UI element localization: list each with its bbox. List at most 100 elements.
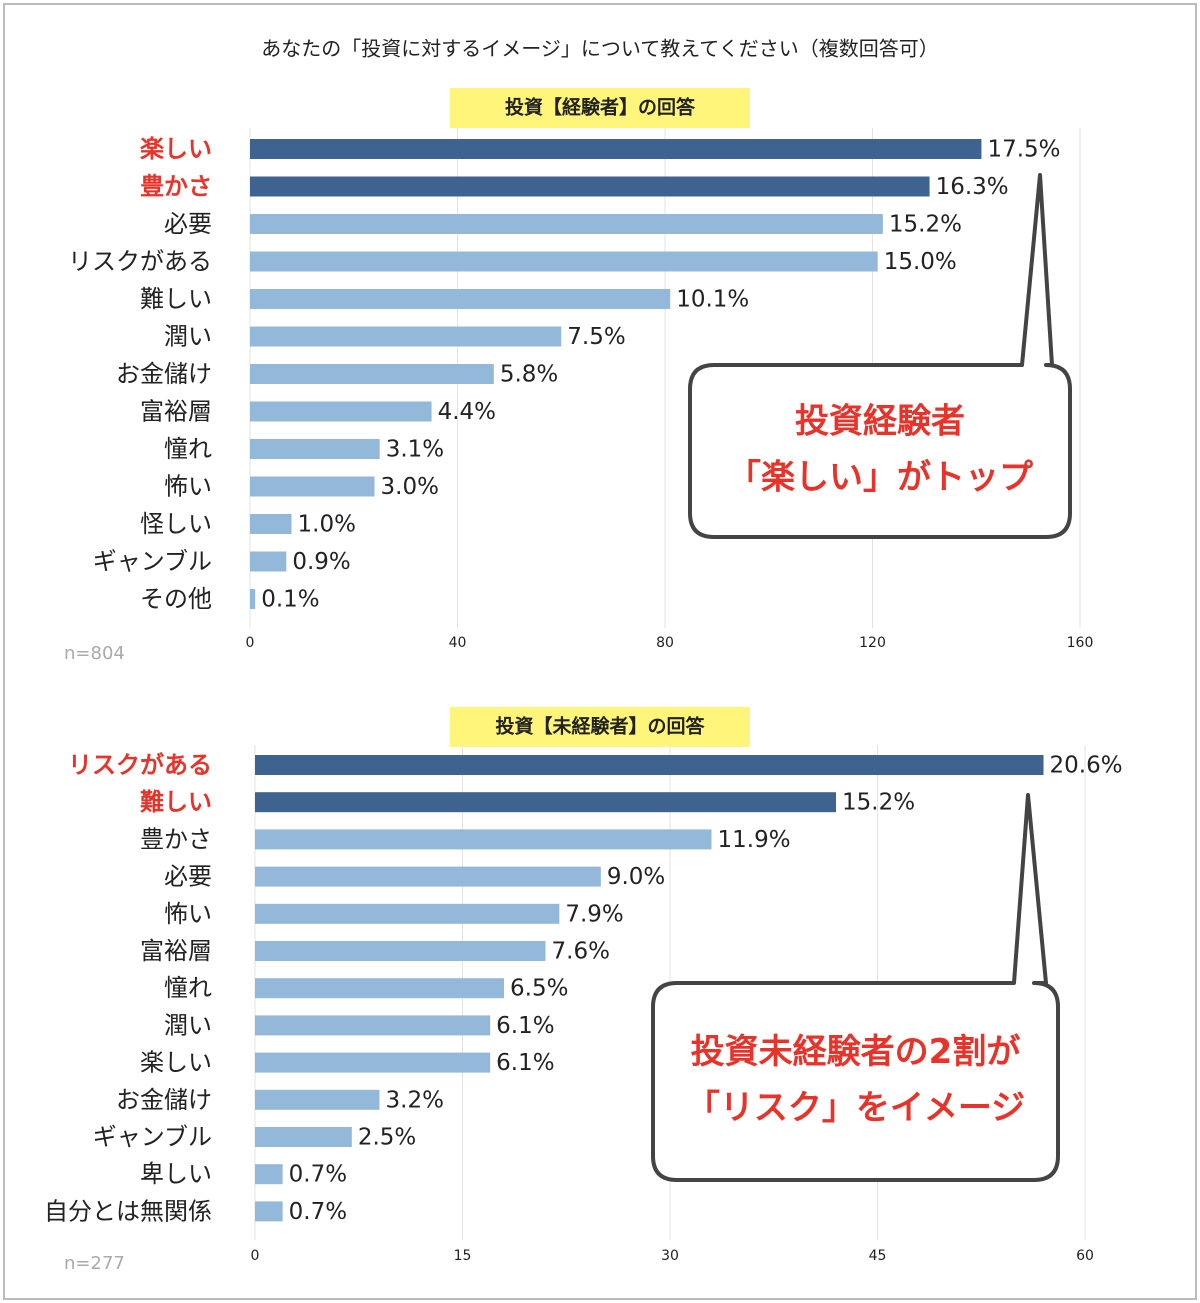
category-label: 楽しい <box>140 135 212 163</box>
value-label: 7.5% <box>567 324 625 350</box>
category-label: 怪しい <box>140 510 212 538</box>
value-label: 0.7% <box>289 1162 347 1188</box>
callout-text: 「リスク」をイメージ <box>686 1088 1025 1128</box>
bar <box>250 289 671 309</box>
sample-note: n=277 <box>64 1253 125 1274</box>
callout-text: 投資経験者 <box>795 402 965 442</box>
value-label: 2.5% <box>358 1125 416 1151</box>
value-label: 1.0% <box>298 512 356 538</box>
category-label: 富裕層 <box>140 398 212 426</box>
bar <box>250 589 256 609</box>
bar <box>255 978 504 999</box>
category-label: 豊かさ <box>140 825 212 853</box>
value-label: 16.3% <box>936 174 1009 200</box>
category-label: リスクがある <box>68 751 212 779</box>
chart-title-bg <box>450 707 750 747</box>
bar <box>255 866 601 887</box>
bar <box>255 1089 380 1110</box>
callout <box>688 173 1072 539</box>
bar <box>250 326 562 347</box>
bar <box>255 903 560 924</box>
bar <box>255 1127 352 1147</box>
bar <box>250 364 494 384</box>
category-label: 卑しい <box>140 1160 212 1188</box>
bar <box>250 551 287 572</box>
bar <box>255 829 712 850</box>
callout <box>651 793 1060 1182</box>
value-label: 3.0% <box>381 474 439 500</box>
value-label: 6.1% <box>496 1013 554 1039</box>
x-tick-label: 60 <box>1076 1248 1094 1264</box>
bar <box>250 514 292 534</box>
bar <box>255 1201 283 1222</box>
x-tick-label: 15 <box>454 1248 472 1264</box>
value-label: 15.2% <box>842 790 915 816</box>
bar <box>250 251 878 272</box>
category-label: 豊かさ <box>140 173 212 201</box>
main-title: あなたの「投資に対するイメージ」について教えてください（複数回答可） <box>261 37 938 61</box>
x-tick-label: 40 <box>449 635 467 651</box>
chart-title-bg <box>450 88 750 128</box>
category-label: 潤い <box>164 323 212 351</box>
category-label: 怖い <box>164 473 212 501</box>
callout-text: 「楽しい」がトップ <box>727 458 1033 498</box>
value-label: 20.6% <box>1050 753 1123 779</box>
category-label: リスクがある <box>68 248 212 276</box>
x-tick-label: 0 <box>251 1248 260 1264</box>
category-label: 自分とは無関係 <box>44 1197 212 1225</box>
category-label: 怖い <box>164 900 212 928</box>
category-label: その他 <box>140 585 212 613</box>
value-label: 15.0% <box>884 249 957 275</box>
callout-text: 投資未経験者の2割が <box>691 1032 1021 1072</box>
value-label: 5.8% <box>500 362 558 388</box>
bar <box>255 1052 491 1073</box>
bar <box>255 1164 283 1185</box>
bar <box>250 439 380 459</box>
category-label: 憧れ <box>164 974 212 1002</box>
category-label: お金儲け <box>116 1086 212 1114</box>
bar <box>250 139 982 159</box>
bar <box>255 941 546 961</box>
value-label: 4.4% <box>438 399 496 425</box>
value-label: 6.5% <box>510 976 568 1002</box>
value-label: 7.6% <box>552 939 610 965</box>
chart-title: 投資【経験者】の回答 <box>505 96 696 119</box>
bar <box>250 214 883 234</box>
value-label: 17.5% <box>987 137 1060 163</box>
value-label: 3.2% <box>386 1087 444 1113</box>
value-label: 3.1% <box>386 437 444 463</box>
category-label: 憧れ <box>164 435 212 463</box>
bar <box>255 792 836 813</box>
x-tick-label: 30 <box>661 1248 679 1264</box>
category-label: 難しい <box>140 285 212 313</box>
value-label: 9.0% <box>607 864 665 890</box>
value-label: 10.1% <box>676 287 749 313</box>
bar <box>255 755 1044 775</box>
value-label: 15.2% <box>889 212 962 238</box>
category-label: ギャンブル <box>93 1123 212 1151</box>
value-label: 0.1% <box>261 587 319 613</box>
category-label: お金儲け <box>116 360 212 388</box>
x-tick-label: 0 <box>246 635 255 651</box>
x-tick-label: 120 <box>859 635 886 651</box>
bar <box>255 1015 491 1036</box>
category-label: 難しい <box>140 788 212 816</box>
category-label: ギャンブル <box>93 548 212 576</box>
chart-title: 投資【未経験者】の回答 <box>495 715 705 738</box>
value-label: 7.9% <box>565 901 623 927</box>
bar <box>250 476 375 497</box>
bar <box>250 176 930 197</box>
value-label: 0.9% <box>292 549 350 575</box>
x-tick-label: 160 <box>1067 635 1094 651</box>
value-label: 0.7% <box>289 1199 347 1225</box>
x-tick-label: 45 <box>869 1248 887 1264</box>
category-label: 潤い <box>164 1011 212 1039</box>
bar <box>250 401 432 422</box>
category-label: 必要 <box>164 210 212 238</box>
x-tick-label: 80 <box>656 635 674 651</box>
category-label: 富裕層 <box>140 937 212 965</box>
value-label: 6.1% <box>496 1050 554 1076</box>
sample-note: n=804 <box>64 643 125 664</box>
category-label: 必要 <box>164 863 212 891</box>
